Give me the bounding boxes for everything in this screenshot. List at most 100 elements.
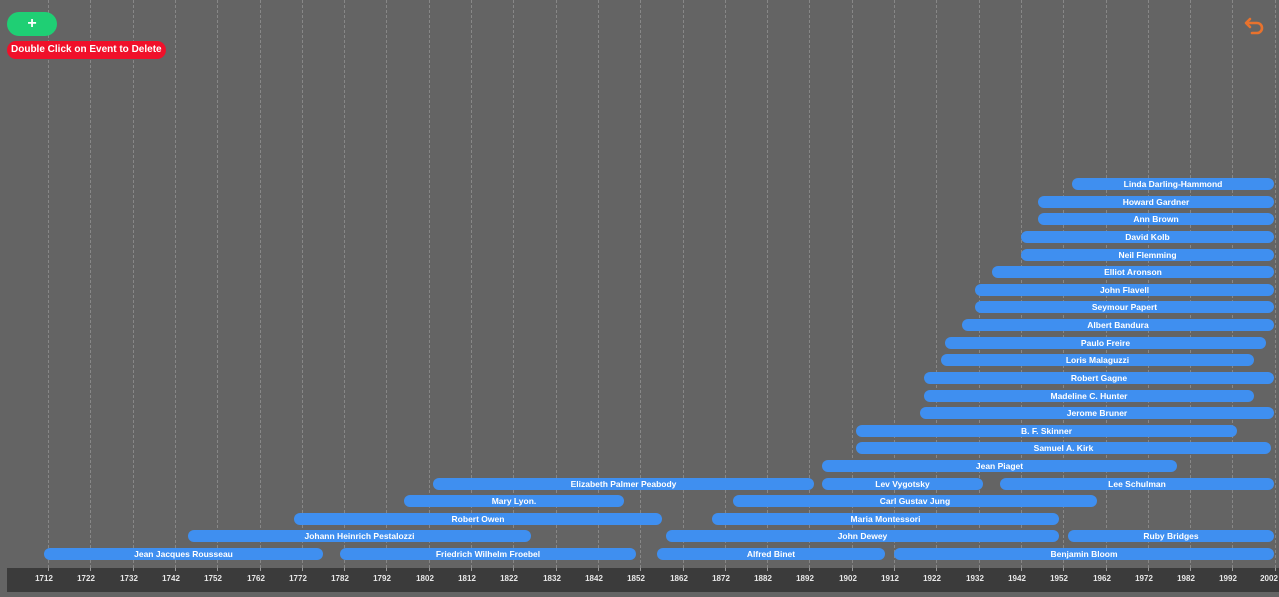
timeline-event-bar[interactable]: Jean Jacques Rousseau [44,548,323,560]
axis-tick-label: 1712 [35,574,53,583]
gridline [894,0,895,568]
axis-tick [260,568,261,571]
axis-tick [852,568,853,571]
add-event-button[interactable]: + [7,12,57,36]
gridline [471,0,472,568]
timeline-event-bar[interactable]: Alfred Binet [657,548,885,560]
axis-tick [809,568,810,571]
axis-tick [133,568,134,571]
axis-tick-label: 1902 [839,574,857,583]
axis-tick-label: 1792 [373,574,391,583]
timeline-event-bar[interactable]: John Dewey [666,530,1059,542]
timeline-event-bar[interactable]: Carl Gustav Jung [733,495,1097,507]
axis-tick [48,568,49,571]
axis-tick [1275,568,1276,571]
timeline-event-bar[interactable]: Madeline C. Hunter [924,390,1254,402]
timeline-event-bar[interactable]: Lev Vygotsky [822,478,983,490]
axis-tick-label: 1992 [1219,574,1237,583]
axis-tick [1148,568,1149,571]
timeline-event-bar[interactable]: Seymour Papert [975,301,1274,313]
axis-tick [598,568,599,571]
axis-tick [979,568,980,571]
timeline-event-bar[interactable]: Friedrich Wilhelm Froebel [340,548,636,560]
gridline [598,0,599,568]
axis-tick-label: 1852 [627,574,645,583]
timeline-event-bar[interactable]: Robert Owen [294,513,662,525]
axis-tick-label: 1772 [289,574,307,583]
axis-tick [683,568,684,571]
axis-tick-label: 1782 [331,574,349,583]
timeline-event-bar[interactable]: Neil Flemming [1021,249,1274,261]
timeline-event-bar[interactable]: Ruby Bridges [1068,530,1274,542]
axis-tick-label: 1812 [458,574,476,583]
gridline [175,0,176,568]
timeline-event-bar[interactable]: Robert Gagne [924,372,1274,384]
axis-tick-label: 1892 [796,574,814,583]
axis-tick [302,568,303,571]
undo-button[interactable] [1244,14,1266,36]
gridline [260,0,261,568]
gridline [640,0,641,568]
timeline-event-bar[interactable]: Jerome Bruner [920,407,1274,419]
timeline-event-bar[interactable]: Jean Piaget [822,460,1177,472]
axis-tick [556,568,557,571]
axis-tick-label: 1822 [500,574,518,583]
axis-tick-label: 1842 [585,574,603,583]
timeline-event-bar[interactable]: Linda Darling-Hammond [1072,178,1274,190]
timeline-event-bar[interactable]: B. F. Skinner [856,425,1237,437]
axis-tick-label: 1922 [923,574,941,583]
axis-tick-label: 1752 [204,574,222,583]
axis-tick-label: 1962 [1093,574,1111,583]
timeline-event-bar[interactable]: Maria Montessori [712,513,1059,525]
gridline [90,0,91,568]
gridline [852,0,853,568]
timeline-event-bar[interactable]: Benjamin Bloom [894,548,1274,560]
timeline-axis: 1712 1722 1732 1742 1752 1762 1772 1782 1792 1802… [7,568,1279,592]
axis-tick-label: 1932 [966,574,984,583]
axis-tick-label: 1982 [1177,574,1195,583]
axis-tick [1232,568,1233,571]
gridline [936,0,937,568]
timeline-event-bar[interactable]: David Kolb [1021,231,1274,243]
gridline [48,0,49,568]
timeline-event-bar[interactable]: Paulo Freire [945,337,1266,349]
axis-tick [513,568,514,571]
axis-tick [217,568,218,571]
gridline [513,0,514,568]
axis-tick-label: 1762 [247,574,265,583]
axis-tick [894,568,895,571]
axis-tick-label: 1732 [120,574,138,583]
axis-tick-label: 1912 [881,574,899,583]
timeline-event-bar[interactable]: Elliot Aronson [992,266,1274,278]
timeline-event-bar[interactable]: John Flavell [975,284,1274,296]
gridline [683,0,684,568]
axis-tick [386,568,387,571]
timeline-event-bar[interactable]: Mary Lyon. [404,495,624,507]
timeline-event-bar[interactable]: Loris Malaguzzi [941,354,1254,366]
timeline-event-bar[interactable]: Samuel A. Kirk [856,442,1271,454]
axis-tick-label: 1722 [77,574,95,583]
timeline-event-bar[interactable]: Albert Bandura [962,319,1274,331]
gridline [429,0,430,568]
axis-tick [344,568,345,571]
axis-tick [1106,568,1107,571]
gridline [725,0,726,568]
axis-tick [1190,568,1191,571]
gridline [556,0,557,568]
timeline-event-bar[interactable]: Lee Schulman [1000,478,1274,490]
axis-tick-label: 1872 [712,574,730,583]
axis-tick-label: 1942 [1008,574,1026,583]
delete-hint-badge: Double Click on Event to Delete [7,41,166,59]
timeline-event-bar[interactable]: Ann Brown [1038,213,1274,225]
timeline-event-bar[interactable]: Howard Gardner [1038,196,1274,208]
axis-tick-label: 1862 [670,574,688,583]
timeline-event-bar[interactable]: Johann Heinrich Pestalozzi [188,530,531,542]
gridline [217,0,218,568]
axis-tick-label: 1952 [1050,574,1068,583]
axis-tick [640,568,641,571]
axis-tick [90,568,91,571]
timeline-event-bar[interactable]: Elizabeth Palmer Peabody [433,478,814,490]
axis-tick-label: 1832 [543,574,561,583]
axis-tick-label: 1742 [162,574,180,583]
axis-tick-label: 1802 [416,574,434,583]
